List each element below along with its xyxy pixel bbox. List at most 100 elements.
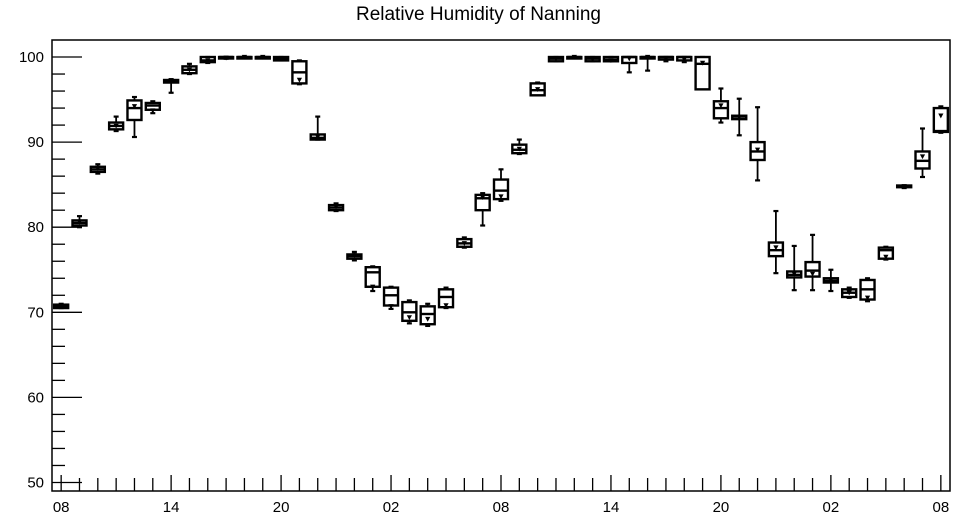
box-plot [291, 59, 308, 86]
mean-marker [864, 295, 871, 301]
box-plot [346, 250, 363, 262]
box-plot [529, 81, 546, 97]
box-plot [749, 106, 766, 182]
box-iqr [419, 305, 436, 326]
box-plot [767, 209, 785, 275]
mean-marker [443, 303, 449, 309]
mean-marker [608, 58, 614, 64]
mean-marker [828, 277, 834, 283]
mean-marker [150, 108, 156, 114]
y-tick-label: 70 [27, 304, 44, 321]
mean-marker [480, 195, 486, 201]
box-plot [382, 285, 400, 310]
box-plot [419, 302, 436, 328]
box-plot [217, 55, 235, 61]
box-plot [456, 236, 473, 249]
box-series [52, 54, 950, 328]
y-tick-label: 80 [27, 219, 44, 236]
mean-marker [754, 147, 761, 153]
mean-marker [76, 219, 83, 225]
x-tick-label: 08 [932, 499, 949, 516]
box-plot [126, 95, 143, 139]
box-plot [804, 233, 821, 292]
box-plot [914, 127, 931, 179]
y-axis: 50 60 70 80 90 100 [19, 49, 82, 491]
box-plot [621, 55, 638, 74]
mean-marker [626, 56, 632, 62]
box-plot [547, 55, 565, 63]
box-plot [144, 100, 161, 115]
box-plot [877, 245, 895, 261]
box-iqr [932, 106, 950, 134]
box-plot [511, 138, 528, 156]
mean-marker [590, 57, 596, 63]
box-plot [584, 55, 601, 63]
x-tick-label: 08 [53, 499, 70, 516]
box-plot [895, 184, 913, 190]
x-tick-label: 02 [383, 499, 400, 516]
box-iqr [712, 100, 730, 120]
mean-marker [315, 134, 321, 140]
box-plot [52, 302, 70, 310]
x-tick-label: 14 [603, 499, 620, 516]
box-plot [181, 62, 198, 76]
box-plot [309, 115, 326, 141]
box-plot [272, 55, 290, 62]
mean-marker [809, 271, 816, 277]
mean-marker [205, 58, 211, 64]
box-iqr [382, 286, 400, 307]
mean-marker [516, 146, 522, 152]
mean-marker [241, 54, 248, 60]
box-plot [602, 55, 620, 64]
box-plot [566, 54, 583, 60]
mean-marker [351, 253, 357, 258]
mean-marker [699, 60, 706, 66]
box-plot [364, 265, 381, 293]
y-tick-label: 50 [27, 474, 44, 491]
mean-marker [571, 54, 577, 60]
mean-marker [553, 56, 559, 62]
mean-marker [425, 316, 431, 322]
mean-marker [645, 54, 651, 60]
x-axis: 08 14 20 02 08 14 20 02 08 [53, 475, 949, 516]
mean-marker [773, 245, 779, 251]
box-plot [731, 97, 748, 137]
mean-marker [131, 104, 138, 109]
mean-marker [333, 204, 339, 210]
mean-marker [846, 290, 852, 296]
box-plot [492, 168, 510, 202]
x-tick-label: 14 [163, 499, 180, 516]
box-plot [822, 268, 840, 293]
box-plot [236, 54, 253, 60]
box-plot [639, 54, 656, 72]
x-tick-label: 20 [713, 499, 730, 516]
box-plot [71, 215, 88, 229]
mean-marker [278, 56, 284, 62]
mean-marker [370, 284, 376, 290]
mean-marker [663, 56, 669, 62]
mean-marker [461, 241, 467, 246]
mean-marker [681, 57, 687, 63]
box-plot [694, 55, 711, 91]
x-tick-label: 08 [493, 499, 510, 516]
chart-title: Relative Humidity of Nanning [355, 4, 601, 25]
box-plot [401, 299, 418, 325]
mean-marker [718, 103, 724, 109]
mean-marker [58, 304, 64, 309]
mean-marker [498, 194, 504, 200]
mean-marker [95, 166, 101, 172]
mean-marker [406, 315, 412, 321]
mean-marker [535, 87, 541, 92]
box-plot [712, 87, 730, 124]
box-plot [199, 55, 216, 65]
box-plot [859, 277, 876, 303]
box-plot [89, 163, 107, 175]
y-tick-label: 60 [27, 389, 44, 406]
box-plot [676, 55, 693, 64]
mean-marker [919, 154, 926, 160]
mean-marker [901, 184, 907, 189]
box-iqr [694, 55, 711, 91]
mean-marker [791, 271, 797, 277]
box-plot [841, 286, 858, 299]
box-plot [162, 78, 180, 94]
